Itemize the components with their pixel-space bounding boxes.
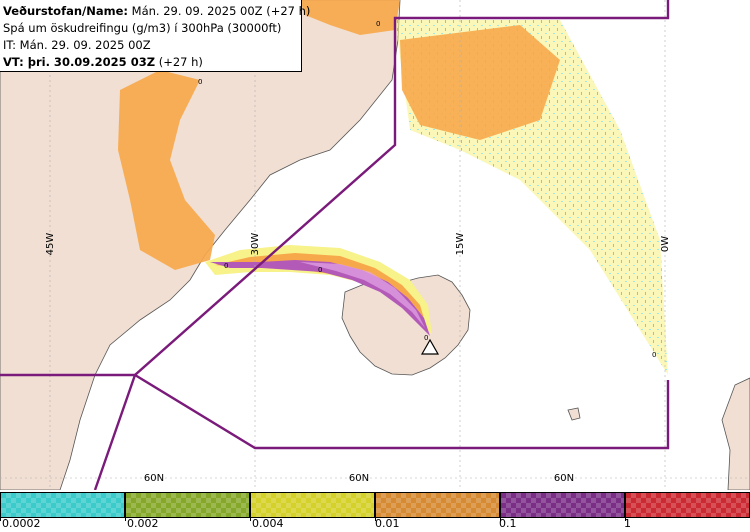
forecast-boundary <box>0 0 670 490</box>
lat-label-60n-3: 60N <box>554 473 574 484</box>
legend-tick: 0.0002 <box>2 517 41 530</box>
contour-label: 0 <box>424 334 428 342</box>
lon-label-30w: 30W <box>250 233 261 256</box>
legend-swatch <box>250 492 375 518</box>
legend-tick: 0.002 <box>127 517 159 530</box>
legend-swatch <box>125 492 250 518</box>
ash-region-orange-north <box>300 0 400 35</box>
contour-label: 0 <box>198 78 202 86</box>
ash-dispersion-map: 45W 30W 15W 0W 60N 60N 60N 0 0 0 0 0 0 <box>0 0 750 490</box>
lat-label-60n-1: 60N <box>144 473 164 484</box>
legend-tick: 0.004 <box>252 517 284 530</box>
lat-label-60n-2: 60N <box>349 473 369 484</box>
contour-label: 0 <box>376 20 380 28</box>
legend-swatch <box>0 492 125 518</box>
ash-plume-orange <box>215 253 428 332</box>
ash-region-orange-west <box>118 70 215 270</box>
legend-tick: 1 <box>624 517 631 530</box>
color-legend: 0.0002 0.002 0.004 0.01 0.1 1 <box>0 490 750 532</box>
legend-tick: 0.01 <box>375 517 400 530</box>
legend-tick: 0.1 <box>499 517 517 530</box>
contour-label: 0 <box>652 351 656 359</box>
volcano-triangle-icon <box>420 338 440 355</box>
legend-swatch <box>625 492 750 518</box>
ash-plume-core <box>300 262 425 328</box>
header-line-2: Spá um öskudreifingu (g/m3) í 300hPa (30… <box>3 21 282 35</box>
lon-label-15w: 15W <box>455 233 466 256</box>
lon-label-0w: 0W <box>660 236 671 252</box>
norway-coast <box>721 377 750 490</box>
legend-swatch <box>375 492 500 518</box>
legend-swatch <box>500 492 625 518</box>
header-line-3: IT: Mán. 29. 09. 2025 00Z <box>3 38 151 52</box>
header-line-1: Veðurstofan/Name: Mán. 29. 09. 2025 00Z … <box>3 4 311 18</box>
faroe-islands <box>567 407 581 421</box>
graticule <box>0 0 750 490</box>
forecast-info-box: Veðurstofan/Name: Mán. 29. 09. 2025 00Z … <box>0 0 311 72</box>
lon-label-45w: 45W <box>45 233 56 256</box>
contour-label: 0 <box>318 266 322 274</box>
header-line-4: VT: þri. 30.09.2025 03Z (+27 h) <box>3 55 203 69</box>
ash-region-orange-northeast <box>400 25 560 140</box>
contour-label: 0 <box>224 262 228 270</box>
